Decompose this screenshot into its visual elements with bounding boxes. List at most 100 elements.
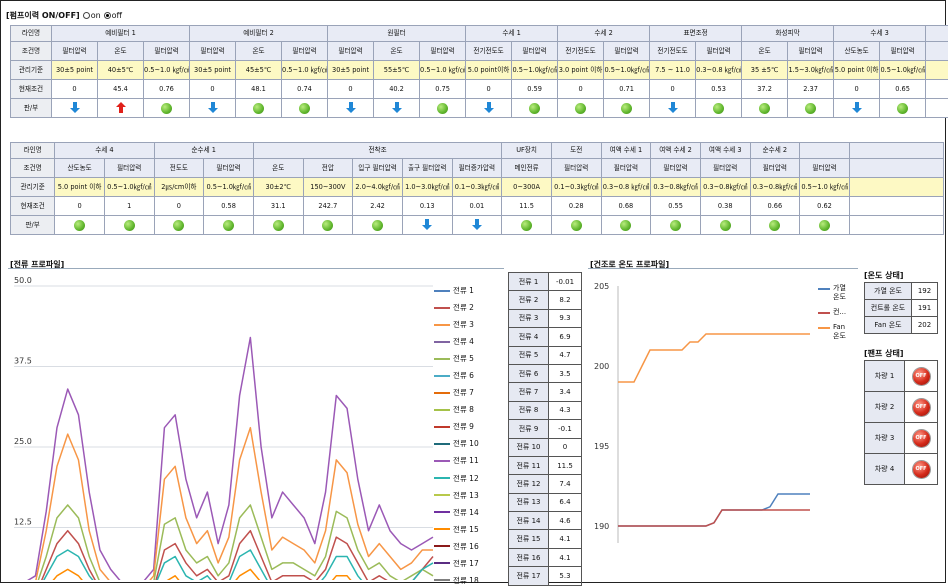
off-button[interactable]: OFF: [912, 429, 930, 447]
y-tick-label: 205: [594, 282, 609, 291]
group-header: 라인명: [9, 142, 56, 159]
fan-status-cell: OFF: [904, 391, 938, 423]
sub-header: 필터압력: [550, 158, 602, 178]
readout-value: 9.3: [548, 308, 582, 329]
legend-item: 전류 11: [434, 454, 479, 467]
current-value: 0.28: [550, 196, 602, 216]
legend-label: 전류 4: [453, 337, 474, 347]
state-cell: [925, 98, 948, 118]
status-ok-icon: [253, 102, 265, 114]
legend-swatch: [434, 528, 450, 531]
limit-cell: 30±2℃: [252, 177, 304, 197]
radio-off-label: off: [111, 11, 123, 20]
sub-header: 전압: [302, 158, 354, 178]
readout-value: 0: [548, 437, 582, 457]
fan-status-key: 차량 4: [864, 453, 905, 485]
status-ok-icon: [161, 102, 172, 114]
current-value: 0: [833, 79, 881, 99]
temp-status-value: 202: [911, 316, 938, 334]
current-value: 0.65: [879, 79, 927, 99]
radio-on-label: on: [90, 11, 101, 20]
radio-off-icon[interactable]: [103, 12, 111, 19]
state-cell: [799, 215, 850, 235]
status-ok-icon: [272, 219, 284, 231]
readout-row: 전류 13 6.4: [508, 492, 582, 513]
y-tick-label: 200: [594, 362, 609, 371]
radio-on-icon[interactable]: [82, 12, 90, 19]
status-ok-icon: [74, 219, 86, 231]
temp-status-value: 192: [911, 282, 938, 300]
group-header: UF장치: [501, 142, 552, 159]
off-button[interactable]: OFF: [912, 367, 930, 385]
state-cell: [203, 215, 254, 235]
legend-label: 전류 8: [453, 405, 474, 415]
legend-label: 전류 7: [453, 388, 474, 398]
status-ok-icon: [322, 219, 334, 231]
temp-status-key: 컨트롤 온도: [864, 299, 912, 317]
status-ok-icon: [621, 102, 633, 114]
limit-cell: 1.5~3.0㎏f/㎠: [787, 60, 835, 80]
readout-value: 8.2: [548, 290, 582, 310]
off-button[interactable]: OFF: [912, 398, 930, 416]
sub-header: [925, 41, 948, 61]
current-value: 0: [153, 196, 205, 216]
sub-header: [848, 158, 945, 178]
sub-header: 필터압력: [879, 41, 927, 61]
row-label: 현재조건: [9, 196, 56, 216]
sub-header: 필터압력: [142, 41, 191, 61]
radio-on[interactable]: on: [82, 11, 101, 20]
temp-status-row: 가열 온도 192: [864, 282, 938, 300]
legend-item: 전류 7: [434, 386, 479, 399]
radio-off[interactable]: off: [103, 11, 123, 20]
sub-header: 온도: [235, 41, 283, 61]
current-value: 48.1: [235, 79, 283, 99]
current-value: 0.55: [650, 196, 701, 216]
state-cell: [153, 215, 205, 235]
legend-swatch: [434, 477, 450, 480]
state-cell: [352, 215, 403, 235]
series-line: [35, 426, 433, 580]
readout-key: 전류 10: [508, 437, 549, 457]
toggle-title: [펌프이력 ON/OFF]: [6, 11, 80, 20]
sub-header: 입구 필터압력: [352, 158, 403, 178]
limit-cell: 7.5 ~ 11.0: [649, 60, 697, 80]
current-value: 0: [465, 79, 513, 99]
fan-status-cell: OFF: [904, 422, 938, 454]
readout-value: 11.5: [548, 455, 582, 476]
group-header: 예비필터 1: [50, 25, 191, 42]
fan-status-row: 차량 2 OFF: [864, 391, 938, 423]
group-header: 수세 2: [557, 25, 651, 42]
legend-swatch: [434, 391, 450, 394]
current-value: 0: [189, 79, 237, 99]
sub-header: 산도농도: [54, 158, 105, 178]
legend-item: Fan 온도: [818, 323, 853, 341]
legend-label: 전류 14: [453, 507, 479, 517]
legend-label: 컨...: [833, 308, 847, 317]
limit-cell: 관리기준: [9, 177, 56, 197]
status-ok-icon: [575, 102, 587, 114]
readout-key: 전류 12: [508, 474, 549, 494]
limit-cell: 0.3~0.8 ㎏f/㎠: [695, 60, 743, 80]
status-ok-icon: [521, 219, 533, 231]
sub-header: 필터압력: [603, 41, 651, 61]
readout-value: 6.4: [548, 492, 582, 513]
sub-header: 필터압력: [695, 41, 743, 61]
legend-label: 전류 17: [453, 558, 479, 568]
state-cell: [557, 98, 605, 118]
status-ok-icon: [620, 219, 632, 231]
readout-value: 4.6: [548, 511, 582, 531]
off-button[interactable]: OFF: [912, 460, 930, 478]
readout-row: 전류 1 -0.01: [508, 271, 582, 292]
y-tick-label: 25.0: [14, 437, 32, 446]
group-header: 원필터: [327, 25, 467, 42]
sub-header: 필터압력: [281, 41, 329, 61]
group-header: 여액 수세 1: [600, 142, 652, 159]
current-value: 2.42: [352, 196, 403, 216]
sub-header: 필터압력: [799, 158, 850, 178]
legend-item: 전류 17: [434, 557, 479, 570]
fan-status-key: 차량 1: [864, 360, 905, 392]
current-value: 40.2: [373, 79, 421, 99]
group-header: 수세 3: [833, 25, 927, 42]
sub-header: 필터압력: [650, 158, 701, 178]
